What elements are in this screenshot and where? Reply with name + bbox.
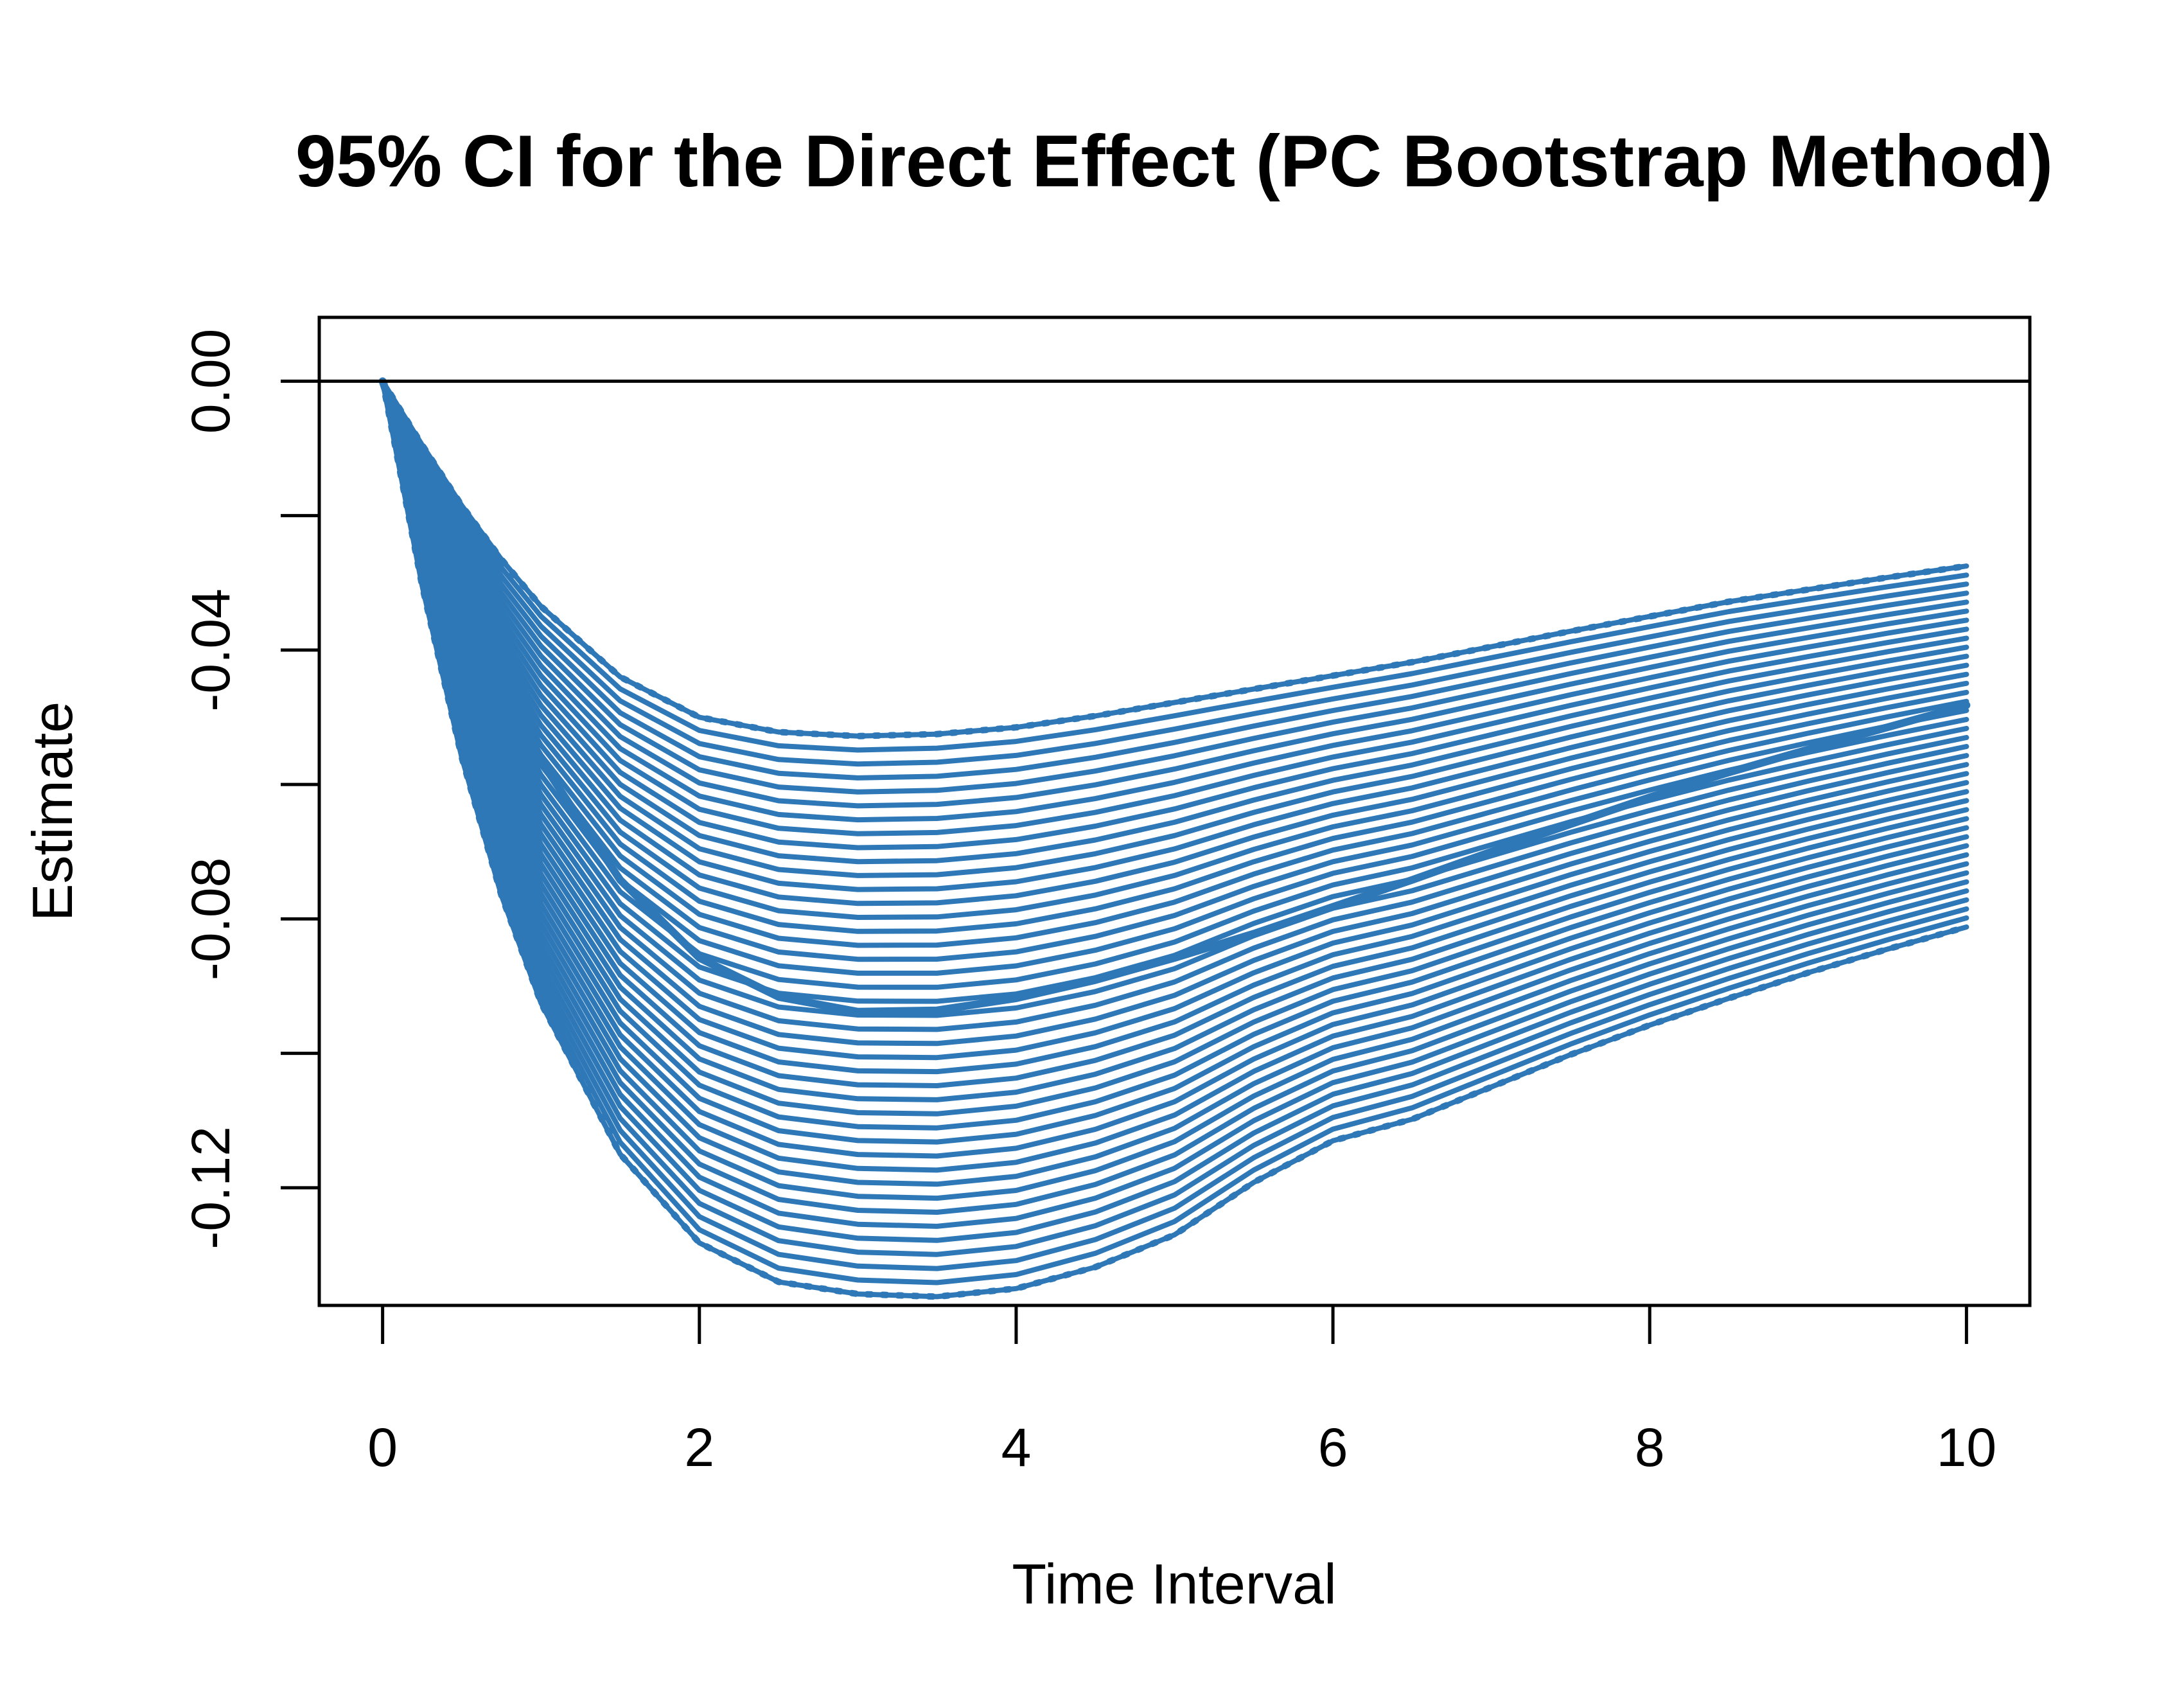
- band-line: [380, 378, 1969, 767]
- y-axis: 0.00 -0.04 -0.08 -0.12: [181, 329, 321, 1250]
- band-line: [380, 378, 1969, 753]
- band-line: [380, 378, 1969, 1187]
- x-axis-label: Time Interval: [1012, 1552, 1336, 1616]
- estimate-line: [378, 377, 1971, 1016]
- band-line: [380, 378, 1969, 1257]
- band-line: [380, 378, 1969, 1047]
- band-line: [380, 378, 1969, 1243]
- band-line: [380, 378, 1969, 920]
- band-line: [380, 378, 1969, 1117]
- y-tick-label: -0.04: [181, 588, 241, 711]
- series-layer: [378, 377, 1971, 1300]
- band-line: [380, 378, 1969, 1075]
- band-line: [380, 378, 1969, 1018]
- x-tick-label: 10: [1937, 1417, 1996, 1478]
- band-line: [380, 378, 1969, 1229]
- band-line: [380, 378, 1969, 1271]
- x-tick-label: 2: [684, 1417, 714, 1478]
- ci-upper-line: [379, 378, 1970, 739]
- band-line: [380, 378, 1969, 1088]
- band-line: [380, 378, 1969, 1159]
- band-line: [380, 378, 1969, 892]
- x-tick-label: 8: [1635, 1417, 1665, 1478]
- band-line: [380, 378, 1969, 1032]
- ci-lower-line: [379, 378, 1970, 1300]
- band-line: [380, 378, 1969, 976]
- y-tick-label: 0.00: [181, 329, 241, 434]
- band-line: [380, 378, 1969, 1145]
- band-line: [380, 378, 1969, 1285]
- band-line: [380, 378, 1969, 990]
- x-tick-label: 4: [1001, 1417, 1032, 1478]
- band-line: [380, 378, 1969, 1215]
- band-line: [380, 378, 1969, 865]
- band-line: [380, 378, 1969, 1061]
- band-line: [380, 378, 1969, 823]
- band-line: [380, 378, 1969, 1131]
- band-line: [380, 378, 1969, 1102]
- band-line: [380, 378, 1969, 809]
- band-line: [380, 378, 1969, 906]
- band-line: [380, 378, 1969, 878]
- x-tick-label: 6: [1318, 1417, 1348, 1478]
- x-tick-label: 0: [367, 1417, 398, 1478]
- band-line: [380, 378, 1969, 1201]
- band-line: [380, 378, 1969, 795]
- band-line: [380, 378, 1969, 781]
- y-axis-label: Estimate: [21, 702, 84, 921]
- band-line: [380, 378, 1969, 851]
- chart-title: 95% CI for the Direct Effect (PC Bootstr…: [295, 121, 2053, 202]
- y-tick-label: -0.12: [181, 1126, 241, 1249]
- band-line: [380, 378, 1969, 836]
- band-line: [380, 378, 1969, 934]
- y-tick-label: -0.08: [181, 858, 241, 980]
- band-line: [380, 378, 1969, 1173]
- x-axis: 0 2 4 6 8 10: [367, 1303, 1996, 1478]
